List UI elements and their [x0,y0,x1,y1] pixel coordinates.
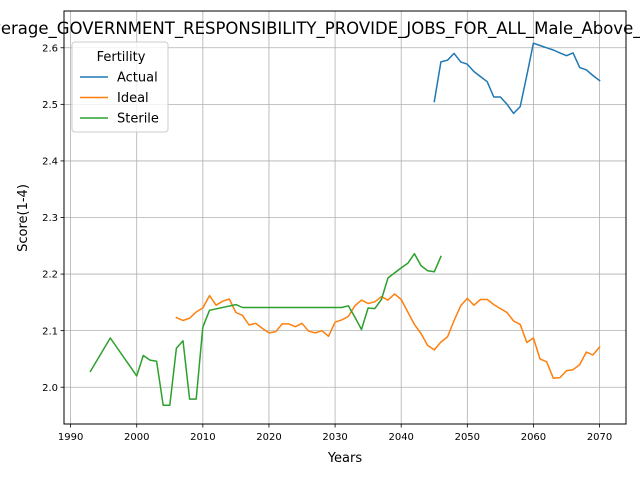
chart-title: Average_GOVERNMENT_RESPONSIBILITY_PROVID… [0,19,640,39]
x-tick-label: 2070 [587,432,612,443]
legend-title: Fertility [97,50,146,65]
legend-box [71,41,169,133]
y-tick-label: 2.2 [42,270,58,281]
x-tick-label: 2060 [521,432,546,443]
y-tick-label: 2.0 [42,383,58,394]
y-tick-label: 2.1 [42,326,58,337]
series-layer [89,42,601,407]
x-tick-label: 2050 [455,432,480,443]
legend-label-actual: Actual [117,71,158,86]
legend-label-sterile: Sterile [117,112,159,127]
x-tick-label: 2010 [190,432,215,443]
legend-label-ideal: Ideal [117,91,149,106]
y-tick-label: 2.4 [42,157,58,168]
x-tick-label: 2000 [124,432,149,443]
y-tick-label: 2.5 [42,100,58,111]
legend: Fertility Actual Ideal Sterile [71,41,169,133]
x-tick-label: 1990 [58,432,83,443]
y-tick-label: 2.3 [42,213,58,224]
series-line-sterile [89,252,442,407]
series-sterile [89,252,442,407]
series-line-actual [433,42,601,115]
x-tick-label: 2020 [256,432,281,443]
series-ideal [175,293,601,379]
axis-ticks: 1990 2000 2010 2020 2030 2040 2050 2060 2070 2.0 2… [42,43,612,443]
series-actual [433,42,601,115]
x-axis-label: Years [327,451,363,466]
x-tick-label: 2040 [388,432,413,443]
x-tick-label: 2030 [322,432,347,443]
y-axis-label: Score(1-4) [16,184,31,252]
y-tick-label: 2.6 [42,43,58,54]
